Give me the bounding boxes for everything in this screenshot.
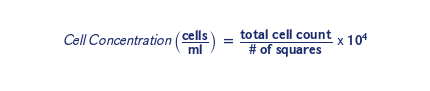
Text: $\bf\mathit{Cell\ Concentration\ }\left(\dfrac{cells}{ml}\right)\ =\ \dfrac{tota: $\bf\mathit{Cell\ Concentration\ }\left(… bbox=[62, 27, 368, 60]
